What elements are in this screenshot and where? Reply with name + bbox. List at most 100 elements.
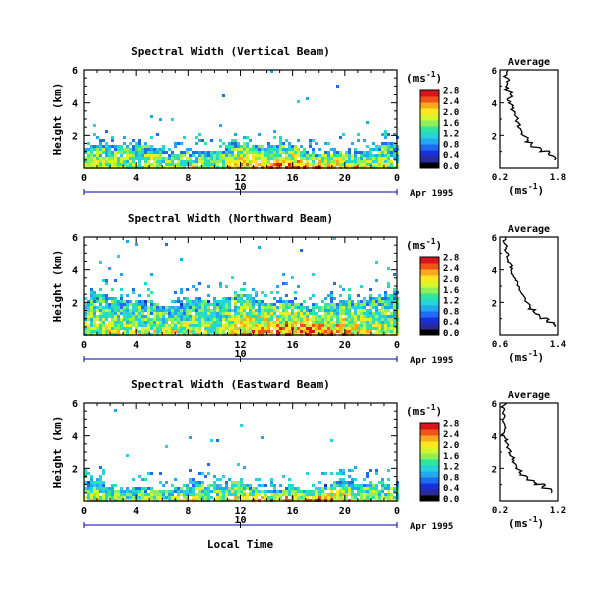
heatmap-cell xyxy=(363,139,366,142)
heatmap-cell xyxy=(255,160,258,163)
heatmap-cell xyxy=(165,493,168,496)
heatmap-cell xyxy=(96,297,99,300)
heatmap-cell xyxy=(297,154,300,157)
heatmap-cell xyxy=(108,327,111,330)
heatmap-cell xyxy=(366,154,369,157)
heatmap-cell xyxy=(192,151,195,154)
heatmap-cell xyxy=(261,309,264,312)
heatmap-cell xyxy=(342,478,345,481)
average-profile-line xyxy=(499,402,553,494)
heatmap-cell xyxy=(339,327,342,330)
heatmap-cell xyxy=(159,309,162,312)
heatmap-cell xyxy=(294,163,297,166)
heatmap-cell xyxy=(225,297,228,300)
heatmap-cell xyxy=(192,315,195,318)
heatmap-cell xyxy=(393,327,396,330)
heatmap-cell xyxy=(378,297,381,300)
heatmap-cell xyxy=(189,154,192,157)
heatmap-cell xyxy=(129,142,132,145)
heatmap-cell xyxy=(255,478,258,481)
heatmap-cell xyxy=(372,318,375,321)
heatmap-cell xyxy=(141,318,144,321)
heatmap-cell xyxy=(213,318,216,321)
heatmap-cell xyxy=(162,327,165,330)
heatmap-cell xyxy=(243,148,246,151)
heatmap-cell xyxy=(132,154,135,157)
heatmap-cell xyxy=(300,490,303,493)
heatmap-cell xyxy=(126,454,129,457)
heatmap-cell xyxy=(285,282,288,285)
heatmap-cell xyxy=(219,282,222,285)
heatmap-cell xyxy=(183,484,186,487)
heatmap-cell xyxy=(219,145,222,148)
heatmap-cell xyxy=(216,327,219,330)
heatmap-cell xyxy=(240,478,243,481)
heatmap-cell xyxy=(174,490,177,493)
heatmap-cell xyxy=(87,490,90,493)
heatmap-cell xyxy=(339,484,342,487)
heatmap-cell xyxy=(345,321,348,324)
heatmap-cell xyxy=(345,160,348,163)
heatmap-cell xyxy=(285,309,288,312)
heatmap-cell xyxy=(336,309,339,312)
heatmap-cell xyxy=(243,154,246,157)
heatmap-cell xyxy=(336,496,339,499)
heatmap-cell xyxy=(351,142,354,145)
heatmap-cell xyxy=(171,493,174,496)
heatmap-cell xyxy=(279,297,282,300)
heatmap-cell xyxy=(174,312,177,315)
heatmap-cell xyxy=(189,160,192,163)
heatmap-cell xyxy=(213,484,216,487)
heatmap-cell xyxy=(339,309,342,312)
heatmap-cell xyxy=(135,148,138,151)
heatmap-cell xyxy=(111,318,114,321)
heatmap-cell xyxy=(357,160,360,163)
heatmap-cell xyxy=(375,160,378,163)
heatmap-cell xyxy=(237,142,240,145)
heatmap-cell xyxy=(258,306,261,309)
heatmap-cell xyxy=(240,288,243,291)
heatmap-cell xyxy=(339,163,342,166)
heatmap-cell xyxy=(369,487,372,490)
heatmap-cell xyxy=(231,309,234,312)
heatmap-cell xyxy=(348,312,351,315)
heatmap-cell xyxy=(231,315,234,318)
heatmap-cell xyxy=(321,321,324,324)
heatmap-cell xyxy=(267,496,270,499)
heatmap-cell xyxy=(243,294,246,297)
heatmap-cell xyxy=(231,487,234,490)
heatmap-cell xyxy=(276,490,279,493)
heatmap-cell xyxy=(210,484,213,487)
heatmap-cell xyxy=(375,309,378,312)
date-label: Apr 1995 xyxy=(410,356,453,366)
heatmap-cell xyxy=(204,157,207,160)
heatmap-cell xyxy=(204,306,207,309)
heatmap-cell xyxy=(252,324,255,327)
heatmap-cell xyxy=(297,496,300,499)
heatmap-cell xyxy=(219,327,222,330)
heatmap-cell xyxy=(162,312,165,315)
heatmap-cell xyxy=(210,327,213,330)
heatmap-cell xyxy=(132,291,135,294)
heatmap-cell xyxy=(237,321,240,324)
heatmap-cell xyxy=(99,261,102,264)
heatmap-cell xyxy=(222,160,225,163)
heatmap-cell xyxy=(126,145,129,148)
heatmap-cell xyxy=(324,496,327,499)
heatmap-cell xyxy=(279,321,282,324)
heatmap-cell xyxy=(225,306,228,309)
heatmap-cell xyxy=(117,315,120,318)
heatmap-cell xyxy=(132,324,135,327)
heatmap-cell xyxy=(174,496,177,499)
heatmap-cell xyxy=(222,312,225,315)
heatmap-cell xyxy=(156,312,159,315)
heatmap-cell xyxy=(99,148,102,151)
heatmap-cell xyxy=(246,303,249,306)
heatmap-cell xyxy=(204,318,207,321)
heatmap-cell xyxy=(156,309,159,312)
heatmap-cell xyxy=(360,154,363,157)
heatmap-cell xyxy=(276,148,279,151)
heatmap-cell xyxy=(186,324,189,327)
heatmap-cell xyxy=(147,151,150,154)
heatmap-cell xyxy=(297,100,300,103)
